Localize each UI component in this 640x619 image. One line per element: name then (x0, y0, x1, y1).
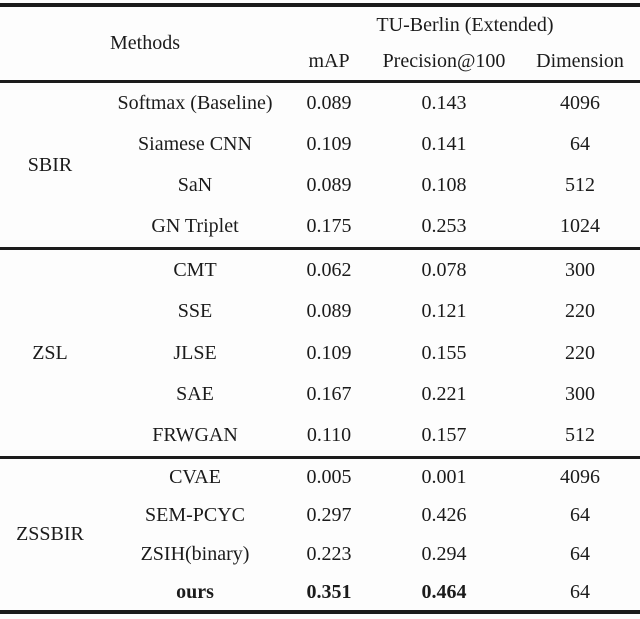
group-zssbir: ZSSBIR CVAE 0.005 0.001 4096 SEM-PCYC 0.… (0, 457, 640, 612)
map-cell: 0.005 (306, 466, 352, 489)
dataset-group-header: TU-Berlin (Extended) (376, 14, 554, 36)
method-cell: CVAE (169, 466, 221, 489)
dimension-cell: 64 (570, 132, 591, 155)
table-row: SBIR Softmax (Baseline) 0.089 0.143 4096 (0, 81, 640, 176)
dimension-cell: 220 (565, 341, 596, 364)
map-cell: 0.062 (306, 258, 352, 281)
map-cell: 0.351 (306, 580, 352, 603)
dimension-cell: 4096 (560, 91, 601, 114)
precision-cell: 0.078 (421, 258, 467, 281)
precision-cell: 0.426 (421, 504, 467, 527)
map-cell: 0.167 (306, 383, 352, 406)
table-row: SEM-PCYC 0.297 0.426 64 (0, 496, 640, 535)
method-cell: ZSIH(binary) (140, 542, 250, 565)
table-row: JLSE 0.109 0.155 220 (0, 332, 640, 374)
map-cell: 0.109 (306, 132, 352, 155)
group-label-sbir: SBIR (27, 153, 73, 176)
map-cell: 0.223 (306, 542, 352, 565)
method-cell: CMT (173, 258, 217, 281)
group-label-zsl: ZSL (32, 341, 68, 364)
map-cell: 0.089 (306, 91, 352, 114)
table-header: Methods TU-Berlin (Extended) mAP Precisi… (0, 5, 640, 81)
table-row: Siamese CNN 0.109 0.141 64 (0, 123, 640, 165)
method-cell: JLSE (173, 341, 217, 364)
dimension-cell: 300 (565, 258, 596, 281)
method-cell: SaN (177, 174, 213, 197)
results-table: Methods TU-Berlin (Extended) mAP Precisi… (0, 3, 640, 614)
precision-cell: 0.143 (421, 91, 467, 114)
precision-cell: 0.121 (421, 299, 467, 322)
dimension-cell: 300 (565, 383, 596, 406)
dimension-cell: 4096 (560, 466, 601, 489)
table-row: SAE 0.167 0.221 300 (0, 373, 640, 415)
precision-column-header: Precision@100 (382, 50, 506, 73)
method-cell: SAE (176, 383, 214, 406)
table-row-ours: ours 0.351 0.464 64 (0, 573, 640, 612)
group-zsl: ZSL CMT 0.062 0.078 300 SSE 0.089 0.121 … (0, 248, 640, 457)
dimension-cell: 64 (570, 542, 591, 565)
map-cell: 0.089 (306, 174, 352, 197)
map-column-header: mAP (308, 50, 350, 73)
table-row: ZSL CMT 0.062 0.078 300 (0, 248, 640, 364)
group-label-zssbir: ZSSBIR (16, 523, 84, 546)
table-row: ZSIH(binary) 0.223 0.294 64 (0, 535, 640, 574)
dimension-cell: 512 (565, 424, 596, 447)
map-cell: 0.110 (306, 424, 352, 447)
map-cell: 0.297 (306, 504, 352, 527)
table-row: GN Triplet 0.175 0.253 1024 (0, 206, 640, 248)
map-cell: 0.175 (306, 215, 352, 238)
method-cell: SSE (177, 299, 213, 322)
group-sbir: SBIR Softmax (Baseline) 0.089 0.143 4096… (0, 81, 640, 248)
dimension-cell: 64 (570, 504, 591, 527)
precision-cell: 0.157 (421, 424, 467, 447)
dimension-cell: 1024 (560, 215, 601, 238)
precision-cell: 0.141 (421, 132, 467, 155)
map-cell: 0.089 (306, 299, 352, 322)
method-cell: GN Triplet (151, 215, 239, 238)
method-cell: Siamese CNN (138, 132, 252, 155)
table-row: SSE 0.089 0.121 220 (0, 290, 640, 332)
precision-cell: 0.001 (421, 466, 467, 489)
precision-cell: 0.464 (421, 580, 467, 603)
dimension-cell: 64 (570, 580, 591, 603)
dimension-cell: 220 (565, 299, 596, 322)
dimension-cell: 512 (565, 174, 596, 197)
header-row-metrics: mAP Precision@100 Dimension (0, 43, 640, 81)
precision-cell: 0.221 (421, 383, 467, 406)
method-cell: Softmax (Baseline) (117, 91, 273, 114)
header-row-dataset: Methods TU-Berlin (Extended) (0, 5, 640, 54)
table-row: FRWGAN 0.110 0.157 512 (0, 415, 640, 457)
precision-cell: 0.155 (421, 341, 467, 364)
dimension-column-header: Dimension (536, 50, 624, 73)
table-row: ZSSBIR CVAE 0.005 0.001 4096 (0, 457, 640, 545)
method-cell: SEM-PCYC (144, 504, 246, 527)
method-cell: FRWGAN (152, 424, 238, 447)
methods-column-header: Methods (110, 32, 180, 55)
map-cell: 0.109 (306, 341, 352, 364)
precision-cell: 0.253 (421, 215, 467, 238)
table-row: SaN 0.089 0.108 512 (0, 165, 640, 207)
precision-cell: 0.108 (421, 174, 467, 197)
precision-cell: 0.294 (421, 542, 467, 565)
method-cell: ours (176, 580, 214, 603)
